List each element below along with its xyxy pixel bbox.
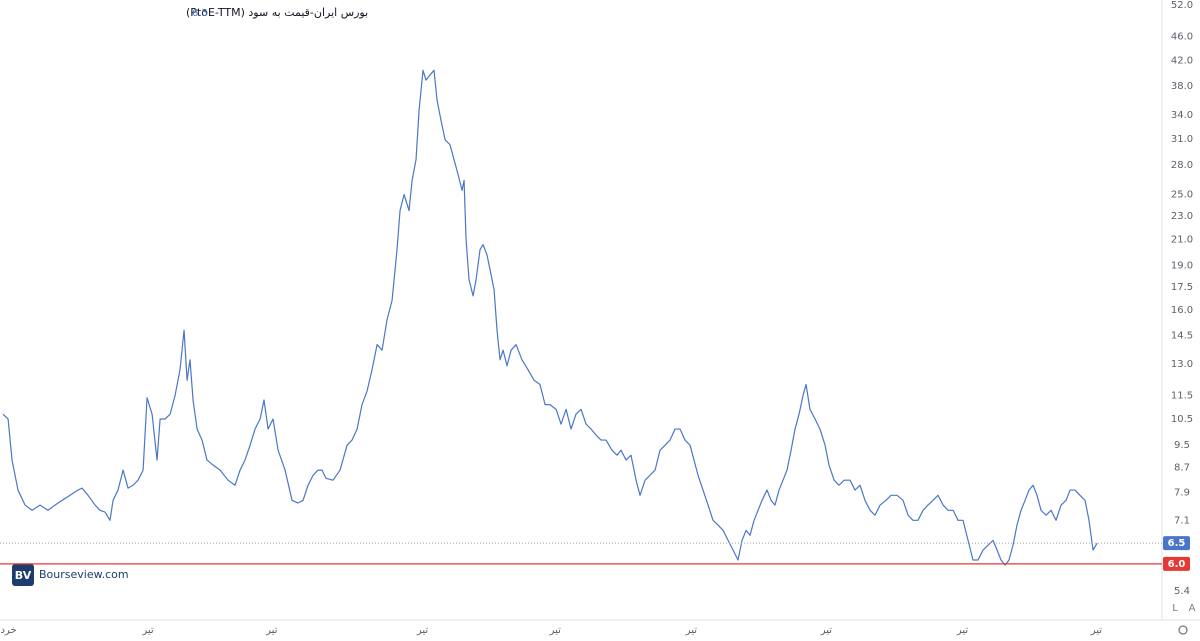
y-tick-label: 7.1: [1174, 515, 1190, 526]
y-tick-label: 34.0: [1171, 110, 1193, 121]
y-tick-label: 13.0: [1171, 359, 1193, 370]
y-tick-label: 17.5: [1171, 282, 1193, 293]
legend-value: 6.5: [192, 8, 208, 19]
watermark-logo-box: [12, 564, 34, 586]
horizontal-line-box: [1163, 556, 1190, 571]
y-tick-label: 5.4: [1174, 586, 1190, 597]
watermark-text: Bourseview.com: [39, 568, 129, 581]
y-tick-label: 7.9: [1174, 488, 1190, 499]
y-tick-label: 46.0: [1171, 32, 1193, 43]
last-value-label: 6.5: [1168, 538, 1186, 549]
y-tick-label: 9.5: [1174, 440, 1190, 451]
x-tick-label: خرد: [0, 625, 16, 636]
horizontal-line-label: 6.0: [1168, 559, 1186, 570]
scale-button[interactable]: L: [1172, 603, 1178, 614]
y-tick-label: 42.0: [1171, 55, 1193, 66]
x-tick-label: تیر: [820, 625, 833, 636]
y-tick-label: 52.0: [1171, 0, 1193, 11]
y-tick-label: 10.5: [1171, 414, 1193, 425]
y-tick-label: 31.0: [1171, 134, 1193, 145]
settings-icon[interactable]: [1178, 625, 1188, 635]
chart-title: بورس ایران-قیمت به سود (PtoE-TTM): [186, 6, 368, 19]
y-tick-label: 21.0: [1171, 235, 1193, 246]
watermark-logo: BV: [15, 569, 32, 582]
y-tick-label: 38.0: [1171, 81, 1193, 92]
data-line: [2, 69, 1098, 566]
y-tick-label: 28.0: [1171, 160, 1193, 171]
y-tick-label: 8.7: [1174, 463, 1190, 474]
y-tick-label: 16.0: [1171, 305, 1193, 316]
y-tick-label: 19.0: [1171, 261, 1193, 272]
x-tick-label: تیر: [685, 625, 698, 636]
y-tick-label: 23.0: [1171, 211, 1193, 222]
y-tick-label: 14.5: [1171, 330, 1193, 341]
x-tick-label: تیر: [416, 625, 429, 636]
x-tick-label: تیر: [141, 625, 154, 636]
y-tick-label: 25.0: [1171, 190, 1193, 201]
last-value-box: [1163, 536, 1190, 551]
y-tick-label: 11.5: [1171, 390, 1193, 401]
x-tick-label: تیر: [265, 625, 278, 636]
x-tick-label: تیر: [549, 625, 562, 636]
x-tick-label: تیر: [956, 625, 969, 636]
scale-button[interactable]: A: [1189, 603, 1196, 614]
x-tick-label: تیر: [1090, 625, 1103, 636]
